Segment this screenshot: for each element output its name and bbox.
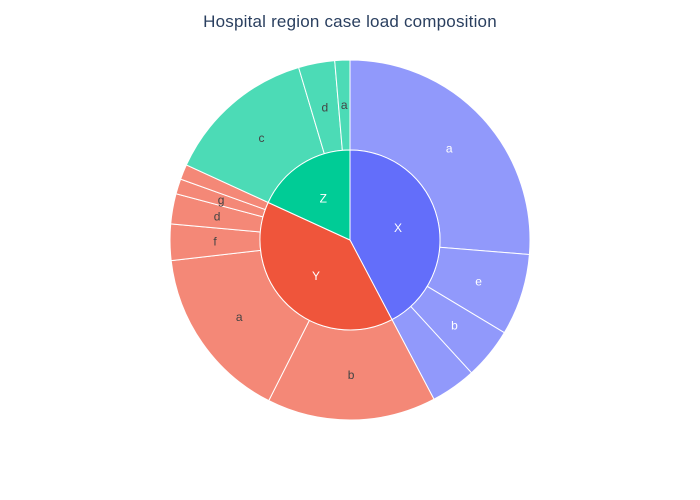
segment-label-Z-a: a — [341, 98, 348, 112]
segment-label-Y-d: d — [214, 210, 221, 224]
segment-label-X-e: e — [475, 274, 482, 288]
group-label-X: X — [394, 221, 402, 235]
sunburst-segment-X[interactable] — [349, 149, 441, 321]
segment-label-Z-d: d — [322, 100, 329, 114]
group-label-Y: Y — [312, 269, 320, 283]
group-label-Z: Z — [320, 191, 327, 205]
segment-label-Y-g: g — [218, 193, 225, 207]
segment-label-Z-c: c — [258, 131, 264, 145]
segment-label-Y-a: a — [236, 310, 243, 324]
inner-ring — [259, 149, 441, 331]
segment-label-Y-f: f — [213, 235, 217, 249]
segment-label-X-b: b — [451, 318, 458, 332]
sunburst-segment-Y[interactable] — [259, 201, 393, 331]
sunburst-segment-Z[interactable] — [267, 149, 351, 241]
segment-label-Y-b: b — [348, 368, 355, 382]
chart-title: Hospital region case load composition — [203, 12, 497, 31]
segment-label-X-a: a — [446, 141, 453, 155]
